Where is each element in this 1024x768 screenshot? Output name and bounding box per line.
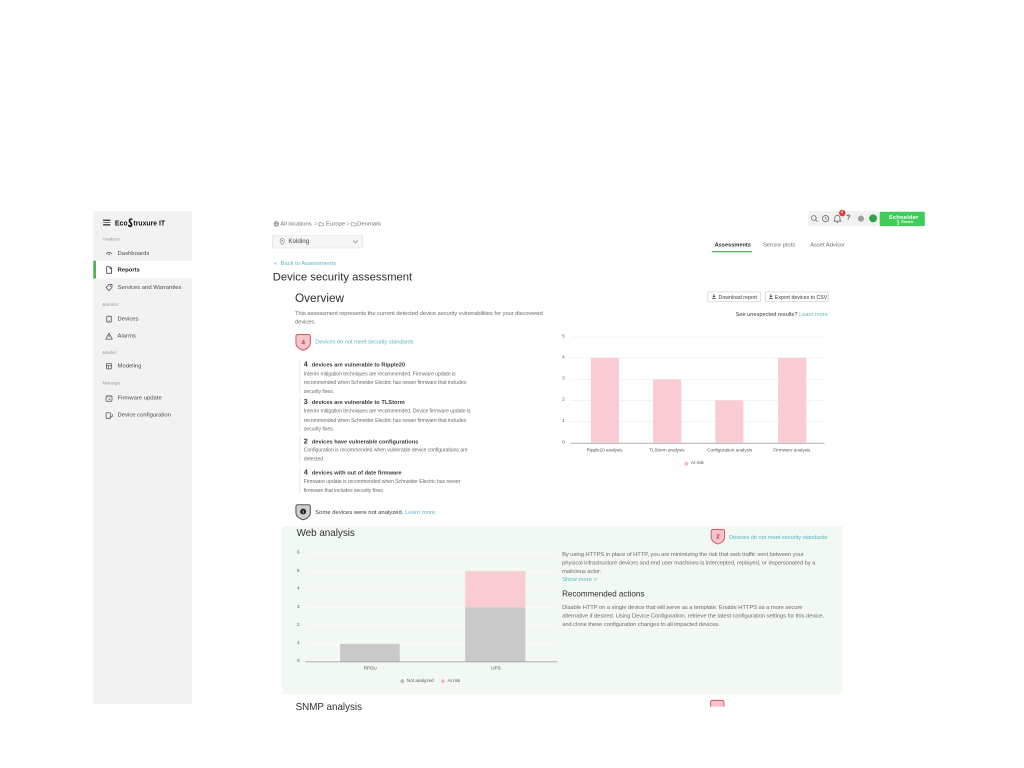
- svg-text:!: !: [302, 510, 304, 516]
- svg-text:4: 4: [301, 339, 305, 346]
- svg-text:2: 2: [716, 534, 720, 540]
